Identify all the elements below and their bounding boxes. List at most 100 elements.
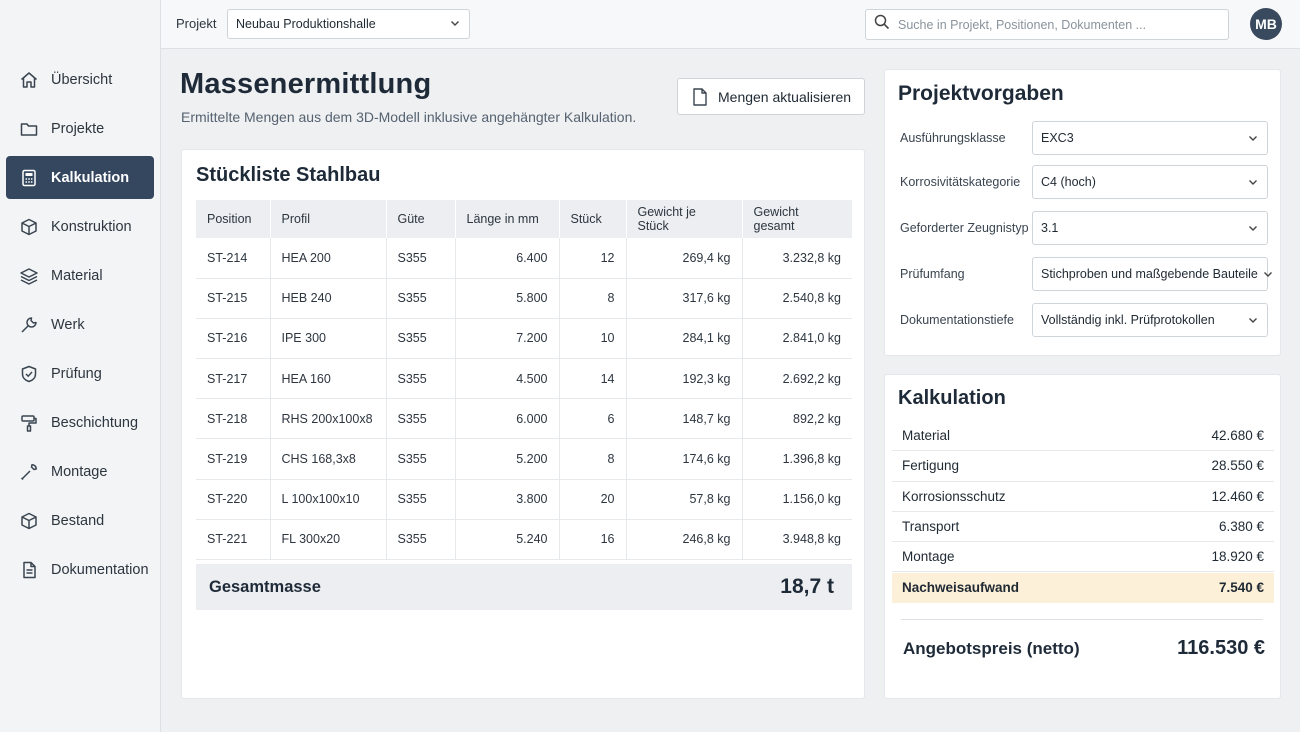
project-select-value: Neubau Produktionshalle [236, 17, 376, 31]
offer-price-row: Angebotspreis (netto) 116.530 € [903, 637, 1265, 660]
wrench-icon [19, 315, 39, 335]
execution-class-select[interactable]: EXC3 [1032, 121, 1268, 155]
select-value: Stichproben und maßgebende Bauteile [1041, 267, 1258, 281]
logo-area [0, 0, 161, 49]
cell-position: ST-217 [196, 358, 271, 400]
layers-icon [19, 266, 39, 286]
project-select[interactable]: Neubau Produktionshalle [227, 9, 470, 39]
sidebar-item-beschichtung[interactable]: Beschichtung [6, 401, 154, 444]
sidebar-item-label: Übersicht [51, 71, 113, 88]
cell-gewicht-gesamt: 2.841,0 kg [742, 318, 852, 360]
field-label: Dokumentationstiefe [900, 313, 1014, 327]
cell-position: ST-214 [196, 238, 271, 279]
column-header-gewicht-je-stueck[interactable]: Gewicht je Stück [626, 200, 743, 238]
cell-laenge: 6.400 [455, 238, 560, 279]
sidebar-item-montage[interactable]: Montage [6, 450, 154, 493]
cell-gewicht-je-stueck: 57,8 kg [626, 479, 743, 520]
sidebar-item-uebersicht[interactable]: Übersicht [6, 58, 154, 101]
cell-laenge: 3.800 [455, 479, 560, 520]
project-requirements-title: Projektvorgaben [898, 82, 1064, 105]
total-mass-label: Gesamtmasse [209, 577, 321, 596]
column-header-gewicht-gesamt[interactable]: Gewicht gesamt [742, 200, 852, 238]
cost-value: 12.460 € [1211, 488, 1264, 504]
cube-icon [19, 217, 39, 237]
update-quantities-button[interactable]: Mengen aktualisieren [677, 78, 865, 115]
cost-row-fertigung: Fertigung 28.550 € [892, 451, 1274, 482]
cell-guete: S355 [386, 438, 456, 480]
table-row[interactable]: ST-214 HEA 200 S355 6.400 12 269,4 kg 3.… [196, 238, 852, 279]
cell-profil: IPE 300 [270, 318, 387, 360]
cell-gewicht-je-stueck: 192,3 kg [626, 358, 743, 400]
project-requirements-card: Projektvorgaben Ausführungsklasse EXC3 K… [884, 69, 1281, 356]
sidebar-item-label: Material [51, 267, 103, 284]
cost-row-nachweisaufwand: Nachweisaufwand 7.540 € [892, 572, 1274, 603]
column-header-stueck[interactable]: Stück [559, 200, 627, 238]
sidebar-item-label: Bestand [51, 512, 105, 529]
project-label: Projekt [176, 16, 217, 31]
column-header-laenge[interactable]: Länge in mm [455, 200, 560, 238]
sidebar-item-konstruktion[interactable]: Konstruktion [6, 205, 154, 248]
sidebar-item-bestand[interactable]: Bestand [6, 499, 154, 542]
cell-laenge: 6.000 [455, 398, 560, 440]
cell-stueck: 16 [559, 519, 627, 561]
sidebar-item-pruefung[interactable]: Prüfung [6, 352, 154, 395]
column-header-profil[interactable]: Profil [270, 200, 387, 238]
cost-row-korrosionsschutz: Korrosionsschutz 12.460 € [892, 482, 1274, 512]
cell-gewicht-gesamt: 892,2 kg [742, 398, 852, 440]
field-label: Ausführungsklasse [900, 131, 1006, 145]
cell-guete: S355 [386, 358, 456, 400]
paint-roller-icon [19, 413, 39, 433]
cell-guete: S355 [386, 519, 456, 561]
cell-stueck: 8 [559, 438, 627, 480]
select-value: EXC3 [1041, 131, 1074, 145]
sidebar-item-label: Montage [51, 463, 108, 480]
home-icon [19, 70, 39, 90]
sidebar-item-material[interactable]: Material [6, 254, 154, 297]
corrosivity-category-select[interactable]: C4 (hoch) [1032, 165, 1268, 199]
cell-profil: RHS 200x100x8 [270, 398, 387, 440]
shield-check-icon [19, 364, 39, 384]
sidebar-item-label: Dokumentation [51, 561, 149, 578]
table-row[interactable]: ST-217 HEA 160 S355 4.500 14 192,3 kg 2.… [196, 358, 852, 400]
page-title: Massenermittlung [180, 68, 432, 100]
cost-value: 42.680 € [1211, 428, 1264, 444]
bill-of-materials-table: Position Profil Güte Länge in mm Stück G… [196, 200, 852, 561]
sidebar-item-label: Beschichtung [51, 414, 139, 431]
box-icon [19, 511, 39, 531]
table-row[interactable]: ST-220 L 100x100x10 S355 3.800 20 57,8 k… [196, 479, 852, 520]
cell-gewicht-gesamt: 3.948,8 kg [742, 519, 852, 561]
sidebar-item-werk[interactable]: Werk [6, 303, 154, 346]
cell-position: ST-220 [196, 479, 271, 520]
sidebar-item-kalkulation[interactable]: Kalkulation [6, 156, 154, 199]
cell-position: ST-216 [196, 318, 271, 360]
chevron-down-icon [1243, 132, 1259, 144]
cell-stueck: 12 [559, 238, 627, 279]
cell-profil: HEA 160 [270, 358, 387, 400]
divider [901, 619, 1263, 620]
certificate-type-select[interactable]: 3.1 [1032, 211, 1268, 245]
cost-label: Korrosionsschutz [902, 488, 1006, 504]
table-row[interactable]: ST-215 HEB 240 S355 5.800 8 317,6 kg 2.5… [196, 278, 852, 319]
cell-gewicht-gesamt: 2.540,8 kg [742, 278, 852, 319]
sidebar-item-dokumentation[interactable]: Dokumentation [6, 548, 154, 591]
sidebar-item-projekte[interactable]: Projekte [6, 107, 154, 150]
table-row[interactable]: ST-218 RHS 200x100x8 S355 6.000 6 148,7 … [196, 398, 852, 440]
sidebar-item-label: Projekte [51, 120, 105, 137]
column-header-guete[interactable]: Güte [386, 200, 456, 238]
table-row[interactable]: ST-221 FL 300x20 S355 5.240 16 246,8 kg … [196, 519, 852, 561]
search-input[interactable] [898, 17, 1218, 32]
search-box[interactable] [865, 9, 1229, 40]
column-header-position[interactable]: Position [196, 200, 271, 238]
user-avatar[interactable]: MB [1250, 8, 1282, 40]
documentation-depth-select[interactable]: Vollständig inkl. Prüfprotokollen [1032, 303, 1268, 337]
cost-value: 6.380 € [1218, 519, 1264, 535]
cell-gewicht-je-stueck: 174,6 kg [626, 438, 743, 480]
table-row[interactable]: ST-219 CHS 168,3x8 S355 5.200 8 174,6 kg… [196, 438, 852, 480]
calculation-title: Kalkulation [898, 387, 1006, 409]
field-label: Korrosivitätskategorie [900, 175, 1021, 189]
chevron-down-icon [1243, 222, 1259, 234]
offer-price-value: 116.530 € [1177, 637, 1265, 659]
inspection-scope-select[interactable]: Stichproben und maßgebende Bauteile [1032, 257, 1272, 291]
table-row[interactable]: ST-216 IPE 300 S355 7.200 10 284,1 kg 2.… [196, 318, 852, 360]
cost-label: Fertigung [902, 458, 960, 474]
